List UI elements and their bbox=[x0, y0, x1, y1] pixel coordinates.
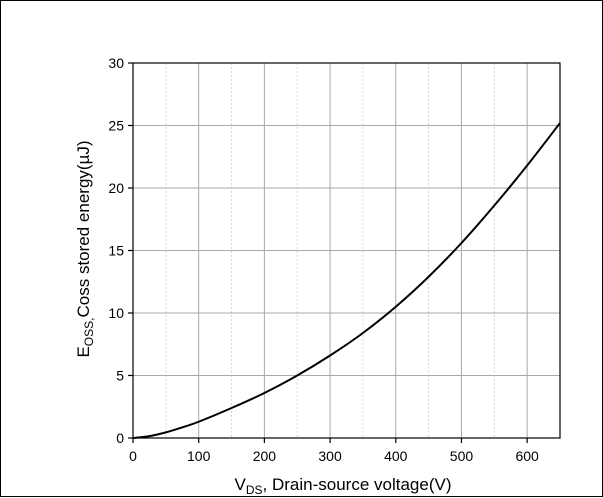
x-tick-label: 200 bbox=[253, 448, 277, 464]
y-tick-label: 20 bbox=[108, 180, 124, 196]
y-tick-label: 0 bbox=[116, 430, 124, 446]
x-tick-label: 100 bbox=[187, 448, 211, 464]
x-tick-label: 0 bbox=[129, 448, 137, 464]
tick-labels: 0 100 200 300 400 500 600 0 5 10 15 20 25 30 bbox=[108, 55, 539, 464]
x-tick-label: 600 bbox=[515, 448, 539, 464]
y-axis-title: EOSS,Coss stored energy(µJ) bbox=[74, 140, 96, 357]
axis-ticks bbox=[128, 62, 528, 443]
y-tick-label: 10 bbox=[108, 305, 124, 321]
y-tick-label: 25 bbox=[108, 118, 124, 134]
y-tick-label: 15 bbox=[108, 243, 124, 259]
y-tick-label: 30 bbox=[108, 55, 124, 71]
eoss-curve bbox=[132, 122, 561, 439]
x-axis-title: VDS, Drain-source voltage(V) bbox=[235, 475, 452, 497]
x-tick-label: 300 bbox=[318, 448, 342, 464]
x-tick-label: 500 bbox=[450, 448, 474, 464]
y-tick-label: 5 bbox=[116, 368, 124, 384]
x-tick-label: 400 bbox=[384, 448, 408, 464]
grid-lines bbox=[133, 63, 560, 438]
